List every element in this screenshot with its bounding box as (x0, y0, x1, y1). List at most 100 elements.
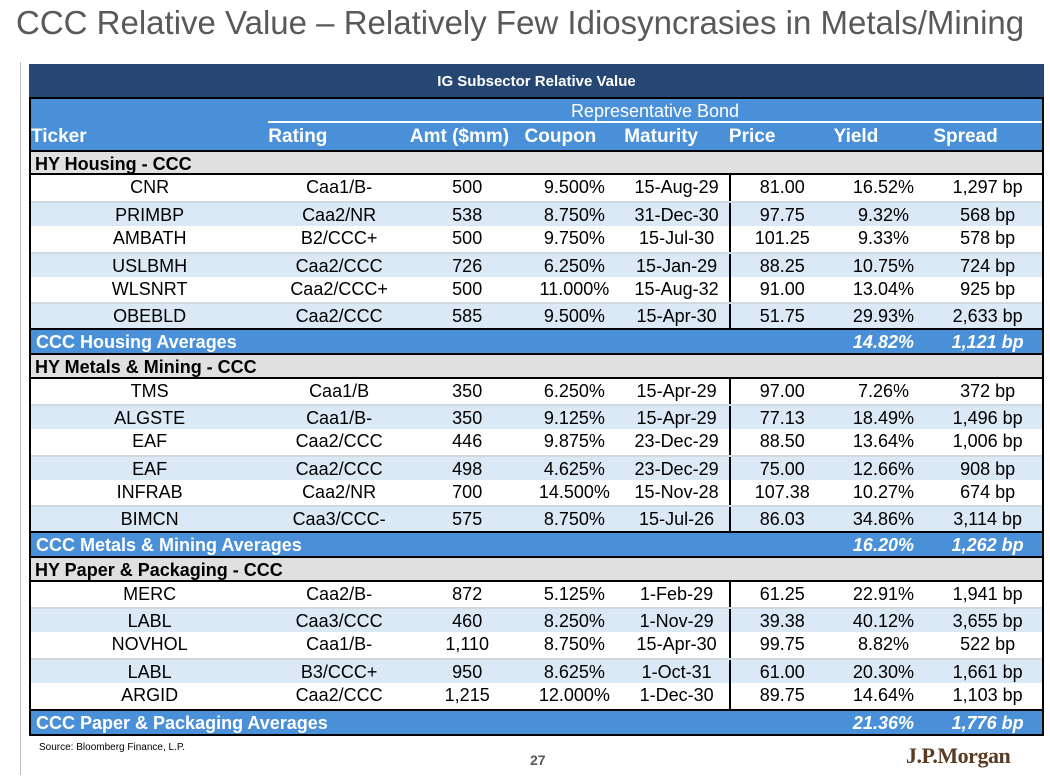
table-cell: Caa1/B- (306, 177, 373, 198)
table-cell: 9.750% (543, 228, 605, 249)
table-cell: 1,941 bp (952, 583, 1023, 604)
table-cell: Caa2/CCC (295, 685, 383, 706)
table-row: OBEBLD Caa2/CCC 585 9.500% 15-Apr-30 51.75 29.… (31, 302, 1042, 328)
table-cell: 88.25 (728, 253, 834, 277)
table-row: INFRAB Caa2/NR 700 14.500% 15-Nov-28 107.38 10… (31, 480, 1042, 506)
table-cell: ALGSTE (114, 407, 186, 428)
table-cell: LABL (127, 661, 172, 682)
table-cell: 89.75 (728, 683, 834, 709)
table-cell: 1,103 bp (952, 685, 1023, 706)
table-cell: OBEBLD (113, 306, 187, 327)
table-cell: 1,110 (445, 634, 490, 655)
table-cell: 99.75 (728, 632, 834, 658)
table-cell: Caa2/NR (302, 204, 377, 225)
average-spread: 1,776 bp (951, 712, 1024, 733)
empty-cell (729, 330, 834, 353)
table-cell: EAF (132, 458, 168, 479)
table-cell: 12.000% (538, 685, 610, 706)
table-cell: B2/CCC+ (300, 228, 378, 249)
table-cell: 15-Apr-30 (636, 306, 717, 327)
table-cell: 578 bp (960, 228, 1016, 249)
table-cell: 15-Apr-29 (636, 380, 717, 401)
table-cell: 9.500% (543, 177, 605, 198)
table-cell: 22.91% (852, 583, 914, 604)
column-header: Ticker (31, 126, 87, 147)
table-cell: WLSNRT (111, 278, 188, 299)
empty-cell (410, 711, 525, 734)
table-cell: 15-Jul-26 (639, 509, 715, 530)
empty-cell (525, 711, 625, 734)
table-cell: 9.32% (857, 204, 909, 225)
table-cell: 1-Dec-30 (639, 685, 714, 706)
table-cell: 20.30% (852, 661, 914, 682)
table-cell: Caa2/CCC (295, 306, 383, 327)
table-cell: 3,114 bp (953, 509, 1023, 530)
table-cell: Caa2/CCC (295, 255, 383, 276)
group-header: Representative Bond (268, 101, 1042, 123)
table-cell: 372 bp (960, 380, 1016, 401)
column-header: Yield (833, 126, 879, 147)
table-cell: 9.500% (543, 306, 605, 327)
table-cell: 15-Jul-30 (639, 228, 715, 249)
jpmorgan-logo: J.P.Morgan (906, 743, 1011, 768)
table-row: EAF Caa2/CCC 498 4.625% 23-Dec-29 75.00 12.66%… (31, 454, 1042, 481)
table-cell: 3,655 bp (952, 611, 1023, 632)
table-row: ARGID Caa2/CCC 1,215 12.000% 1-Dec-30 89.75 14… (31, 683, 1042, 709)
table-cell: 23-Dec-29 (634, 431, 719, 452)
average-spread: 1,262 bp (951, 534, 1024, 555)
table-cell: 908 bp (960, 458, 1016, 479)
table-row: MERC Caa2/B- 872 5.125% 1-Feb-29 61.25 22.91% 1… (31, 581, 1042, 608)
table-cell: 15-Aug-29 (634, 177, 719, 198)
table-cell: 568 bp (960, 204, 1016, 225)
table-row: LABL Caa3/CCC 460 8.250% 1-Nov-29 39.38 40.12%… (31, 607, 1042, 633)
table-cell: 31-Dec-30 (634, 204, 719, 225)
table-cell: 77.13 (728, 405, 834, 430)
empty-cell (268, 330, 410, 353)
page-number: 27 (530, 752, 546, 768)
table-cell: 10.75% (852, 255, 914, 276)
empty-cell (624, 533, 729, 556)
table-row: PRIMBP Caa2/NR 538 8.750% 31-Dec-30 97.75 9.32… (31, 200, 1042, 227)
table-row: TMS Caa1/B 350 6.250% 15-Apr-29 97.00 7.26% 372… (31, 378, 1042, 404)
table-cell: 8.750% (543, 204, 605, 225)
table-cell: 51.75 (728, 304, 834, 328)
table-cell: 4.625% (543, 458, 605, 479)
empty-cell (410, 533, 525, 556)
table-cell: MERC (123, 583, 177, 604)
table-cell: Caa3/CCC- (292, 509, 386, 530)
averages-row: CCC Paper & Packaging Averages 21.36% 1,77… (31, 708, 1042, 734)
empty-cell (525, 533, 625, 556)
table-cell: B3/CCC+ (300, 661, 378, 682)
table-cell: 8.625% (543, 661, 605, 682)
table-cell: 15-Jan-29 (636, 255, 718, 276)
column-header: Maturity (624, 126, 699, 147)
table-row: BIMCN Caa3/CCC- 575 8.750% 15-Jul-26 86.03 34.… (31, 505, 1042, 531)
table-cell: 500 (452, 177, 483, 198)
table-cell: 1,661 bp (952, 661, 1023, 682)
averages-row: CCC Housing Averages 14.82% 1,121 bp (31, 327, 1042, 354)
table-cell: EAF (132, 431, 168, 452)
section-header: HY Paper & Packaging - CCC (31, 556, 1042, 582)
table-cell: USLBMH (112, 255, 188, 276)
table-title: IG Subsector Relative Value (29, 64, 1044, 97)
table-cell: 6.250% (543, 380, 605, 401)
table-cell: 726 (452, 255, 483, 276)
divider (20, 62, 21, 775)
table-cell: 61.25 (728, 581, 834, 608)
table-cell: Caa1/B (309, 380, 370, 401)
table-cell: Caa1/B- (306, 634, 373, 655)
table-cell: 61.00 (728, 659, 834, 684)
table-cell: 9.125% (543, 407, 605, 428)
table-cell: 1-Nov-29 (639, 611, 714, 632)
table-cell: 40.12% (852, 611, 914, 632)
table-cell: 8.750% (543, 634, 605, 655)
table-cell: 97.75 (728, 202, 834, 227)
table-cell: LABL (127, 611, 172, 632)
table-row: ALGSTE Caa1/B- 350 9.125% 15-Apr-29 77.13 18.4… (31, 403, 1042, 430)
column-header: Rating (268, 126, 328, 147)
table-row: LABL B3/CCC+ 950 8.625% 1-Oct-31 61.00 20.30% 1… (31, 657, 1042, 684)
average-yield: 16.20% (852, 534, 914, 555)
table-cell: 81.00 (728, 175, 834, 201)
table-cell: 10.27% (852, 482, 914, 503)
table-cell: 14.64% (852, 685, 914, 706)
